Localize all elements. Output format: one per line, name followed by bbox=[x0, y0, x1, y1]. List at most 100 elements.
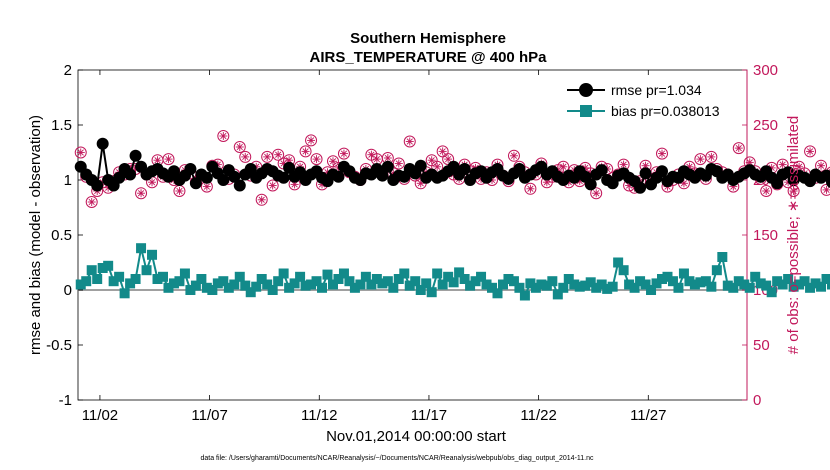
obs-possible-circle bbox=[217, 130, 230, 142]
bias-point bbox=[744, 282, 755, 293]
obs-marker bbox=[200, 180, 213, 193]
obs-assimilated-star bbox=[560, 163, 567, 170]
obs-assimilated-star bbox=[88, 198, 95, 206]
y2-tick-label: 50 bbox=[753, 337, 770, 354]
bias-point bbox=[327, 279, 338, 290]
bias-point bbox=[826, 279, 830, 290]
bias-point bbox=[772, 276, 783, 287]
bias-point bbox=[338, 268, 349, 279]
axes-box bbox=[77, 69, 748, 401]
bias-point bbox=[602, 283, 613, 294]
x-tick-label: 11/27 bbox=[630, 407, 666, 424]
bias-point bbox=[755, 278, 766, 289]
obs-assimilated-star bbox=[137, 190, 145, 197]
bias-point bbox=[706, 281, 717, 292]
rmse-point bbox=[200, 171, 213, 184]
obs-assimilated-star bbox=[77, 149, 84, 156]
y-tick-label: 1 bbox=[64, 172, 72, 189]
bias-point bbox=[459, 274, 470, 284]
obs-possible-circle bbox=[524, 182, 537, 195]
bias-point bbox=[426, 287, 437, 298]
bias-point bbox=[580, 280, 591, 291]
bias-point bbox=[689, 279, 700, 290]
obs-possible-circle bbox=[162, 153, 175, 166]
x-tick-label: 11/12 bbox=[301, 407, 337, 424]
x-tick-label: 11/22 bbox=[520, 407, 556, 424]
obs-marker bbox=[74, 146, 87, 159]
obs-assimilated-star bbox=[236, 143, 243, 151]
bias-point bbox=[377, 278, 388, 289]
obs-assimilated-star bbox=[154, 157, 161, 164]
obs-possible-circle bbox=[299, 145, 312, 158]
obs-assimilated-star bbox=[823, 186, 830, 194]
bias-point bbox=[585, 277, 596, 288]
obs-marker bbox=[337, 147, 350, 160]
obs-possible-circle bbox=[590, 187, 603, 200]
obs-assimilated-star bbox=[302, 148, 309, 155]
obs-assimilated-star bbox=[275, 151, 282, 158]
y-axis-label: rmse and bias (model - observation) bbox=[27, 115, 44, 355]
obs-possible-circle bbox=[815, 159, 828, 172]
obs-assimilated-star bbox=[340, 150, 348, 157]
y2-tick-label: 250 bbox=[753, 117, 778, 134]
obs-assimilated-star bbox=[790, 187, 797, 195]
y2-axis-label: # of obs: o=possible; ∗=assimilated bbox=[785, 116, 802, 355]
bias-point bbox=[399, 268, 410, 279]
rmse-point bbox=[639, 167, 652, 180]
bias-point bbox=[179, 268, 190, 279]
bias-point bbox=[97, 263, 108, 273]
obs-possible-circle bbox=[760, 185, 773, 197]
bias-point bbox=[349, 282, 360, 293]
bias-point bbox=[114, 271, 125, 282]
obs-marker bbox=[272, 148, 285, 161]
obs-marker bbox=[370, 153, 383, 166]
obs-possible-circle bbox=[656, 147, 669, 160]
bias-point bbox=[821, 274, 830, 284]
obs-assimilated-star bbox=[264, 153, 271, 161]
bias-point bbox=[306, 279, 317, 290]
y2-tick-label: 0 bbox=[753, 392, 761, 409]
bias-point bbox=[147, 249, 158, 260]
obs-marker bbox=[793, 160, 806, 173]
obs-assimilated-star bbox=[658, 150, 666, 157]
bias-point bbox=[733, 276, 744, 287]
bias-point bbox=[799, 276, 810, 287]
obs-marker bbox=[524, 182, 537, 195]
rmse-point bbox=[217, 174, 230, 186]
obs-assimilated-star bbox=[795, 163, 803, 170]
bias-point bbox=[300, 280, 311, 291]
bias-point bbox=[81, 276, 92, 287]
bias-point bbox=[229, 279, 240, 290]
bias-point bbox=[437, 279, 448, 290]
bias-point bbox=[432, 268, 443, 279]
obs-assimilated-star bbox=[445, 155, 452, 163]
bias-point bbox=[152, 274, 163, 284]
bias-point bbox=[333, 274, 344, 284]
rmse-point bbox=[458, 163, 471, 175]
bias-point bbox=[465, 280, 476, 291]
bias-point bbox=[695, 277, 706, 288]
bias-point bbox=[739, 279, 750, 290]
obs-assimilated-star bbox=[779, 161, 786, 168]
rmse-point bbox=[129, 149, 142, 162]
obs-assimilated-star bbox=[280, 160, 287, 167]
bias-point bbox=[558, 282, 569, 293]
obs-marker bbox=[694, 153, 707, 166]
obs-marker bbox=[239, 150, 252, 163]
bias-point bbox=[448, 277, 459, 288]
bias-point bbox=[596, 279, 607, 290]
bias-point bbox=[75, 279, 86, 290]
obs-assimilated-star bbox=[439, 148, 446, 155]
obs-marker bbox=[732, 142, 745, 155]
obs-assimilated-star bbox=[368, 151, 375, 158]
bias-point bbox=[640, 279, 651, 290]
bias-point bbox=[311, 276, 322, 287]
obs-assimilated-star bbox=[434, 163, 441, 170]
bias-point bbox=[530, 282, 541, 293]
rmse-point bbox=[96, 137, 109, 150]
bias-point bbox=[591, 282, 602, 293]
bias-point bbox=[783, 274, 794, 284]
obs-assimilated-star bbox=[510, 152, 518, 159]
bias-point bbox=[777, 279, 788, 290]
obs-possible-circle bbox=[305, 134, 318, 147]
